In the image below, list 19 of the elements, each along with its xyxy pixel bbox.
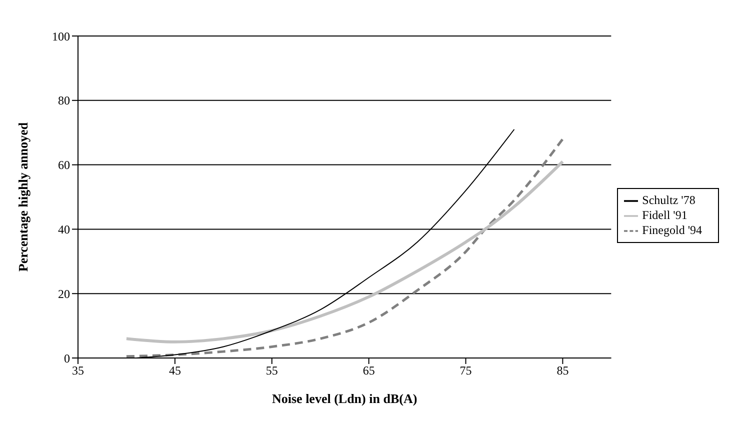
x-tick-label: 35 bbox=[72, 364, 84, 378]
line-series bbox=[125, 138, 564, 358]
y-axis-title: Percentage highly annoyed bbox=[16, 122, 31, 272]
y-tick-label: 100 bbox=[52, 29, 70, 44]
y-tick-label: 60 bbox=[58, 158, 70, 172]
y-tick-label: 20 bbox=[58, 286, 70, 301]
legend-label: Schultz '78 bbox=[642, 192, 696, 207]
y-tick-label: 0 bbox=[64, 351, 70, 366]
line-series bbox=[124, 160, 564, 344]
y-tick-label: 80 bbox=[58, 94, 70, 108]
legend-label: Fidell '91 bbox=[642, 208, 688, 222]
x-tick-label: 45 bbox=[168, 364, 181, 378]
y-tick-label: 40 bbox=[58, 222, 70, 236]
legend-label: Finegold '94 bbox=[642, 223, 702, 238]
x-tick-label: 55 bbox=[266, 364, 278, 378]
x-tick-label: 65 bbox=[362, 364, 375, 378]
x-tick-label: 75 bbox=[460, 364, 472, 378]
x-axis-title: Noise level (Ldn) in dB(A) bbox=[272, 391, 418, 406]
x-tick-label: 85 bbox=[556, 364, 569, 378]
